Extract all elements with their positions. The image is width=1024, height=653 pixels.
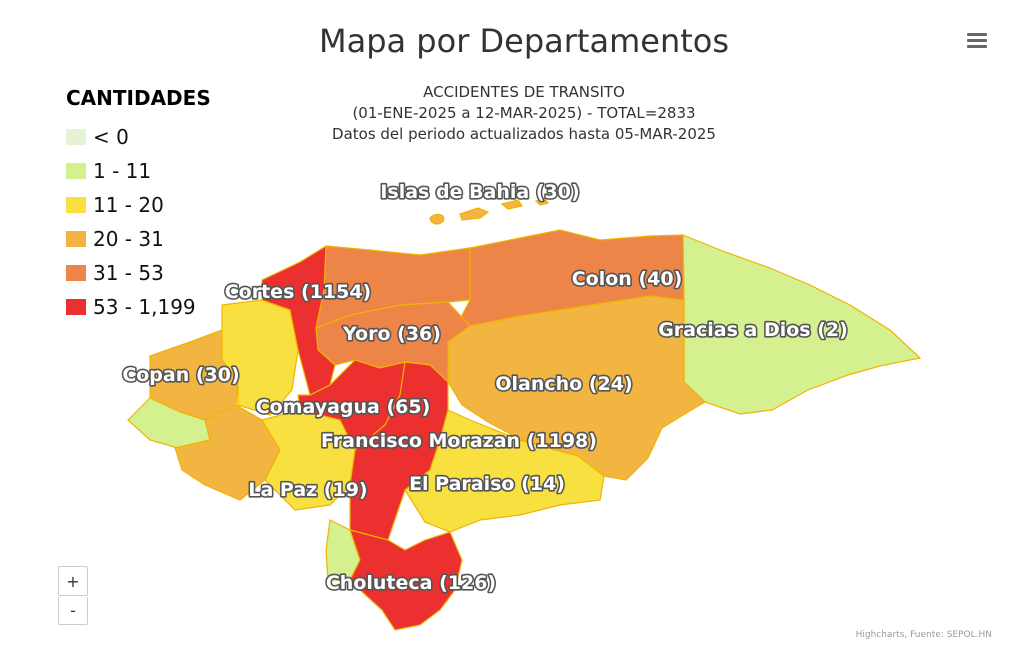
legend-item-53-1199[interactable]: 53 - 1,199	[66, 290, 226, 324]
legend-label: 53 - 1,199	[93, 295, 196, 319]
legend-label: 1 - 11	[93, 159, 152, 183]
legend-swatch	[66, 231, 86, 247]
map-subtitle: ACCIDENTES DE TRANSITO (01-ENE-2025 a 12…	[0, 82, 1024, 145]
legend-swatch	[66, 265, 86, 281]
subtitle-line-2: (01-ENE-2025 a 12-MAR-2025) - TOTAL=2833	[352, 104, 696, 122]
legend-swatch	[66, 129, 86, 145]
label-gracias-a-dios: Gracias a Dios (2)	[658, 319, 848, 341]
subtitle-line-3: Datos del periodo actualizados hasta 05-…	[332, 125, 716, 143]
legend-title: CANTIDADES	[66, 86, 211, 110]
legend-swatch	[66, 197, 86, 213]
label-la-paz: La Paz (19)	[248, 479, 367, 501]
legend-swatch	[66, 299, 86, 315]
legend-swatch	[66, 163, 86, 179]
label-el-paraiso: El Paraiso (14)	[409, 473, 565, 495]
label-colon: Colon (40)	[572, 268, 683, 290]
label-cortes: Cortes (1154)	[225, 281, 372, 303]
legend-item-1-11[interactable]: 1 - 11	[66, 154, 226, 188]
legend-label: 11 - 20	[93, 193, 164, 217]
legend-item-20-31[interactable]: 20 - 31	[66, 222, 226, 256]
zoom-in-button[interactable]: +	[58, 566, 88, 596]
label-comayagua: Comayagua (65)	[256, 396, 431, 418]
legend-label: 31 - 53	[93, 261, 164, 285]
department-islas-de-bahia[interactable]	[429, 197, 550, 225]
chart-credits[interactable]: Highcharts, Fuente: SEPOL.HN	[855, 630, 992, 640]
legend-label: < 0	[93, 125, 129, 149]
label-yoro: Yoro (36)	[342, 323, 441, 345]
zoom-out-button[interactable]: -	[58, 596, 88, 625]
department-francisco-morazan[interactable]	[349, 361, 449, 541]
map-legend: CANTIDADES < 0 1 - 11 11 - 20 20 - 31 31…	[66, 86, 226, 324]
zoom-controls: + -	[58, 566, 88, 625]
legend-item-31-53[interactable]: 31 - 53	[66, 256, 226, 290]
department-cortes[interactable]	[261, 244, 336, 396]
label-islas-de-bahia: Islas de Bahia (30)	[380, 181, 579, 203]
legend-item-11-20[interactable]: 11 - 20	[66, 188, 226, 222]
department-choluteca[interactable]	[349, 529, 463, 631]
label-copan: Copan (30)	[122, 364, 239, 386]
department-el-paraiso[interactable]	[404, 409, 605, 533]
subtitle-line-1: ACCIDENTES DE TRANSITO	[423, 83, 625, 101]
page-title: Mapa por Departamentos	[318, 22, 730, 60]
label-francisco-morazan: Francisco Morazan (1198)	[321, 430, 597, 452]
chart-menu-button[interactable]	[962, 26, 992, 54]
legend-item-lt0[interactable]: < 0	[66, 120, 226, 154]
legend-label: 20 - 31	[93, 227, 164, 251]
hamburger-icon	[967, 32, 987, 36]
label-choluteca: Choluteca (126)	[326, 572, 496, 594]
label-olancho: Olancho (24)	[495, 373, 632, 395]
